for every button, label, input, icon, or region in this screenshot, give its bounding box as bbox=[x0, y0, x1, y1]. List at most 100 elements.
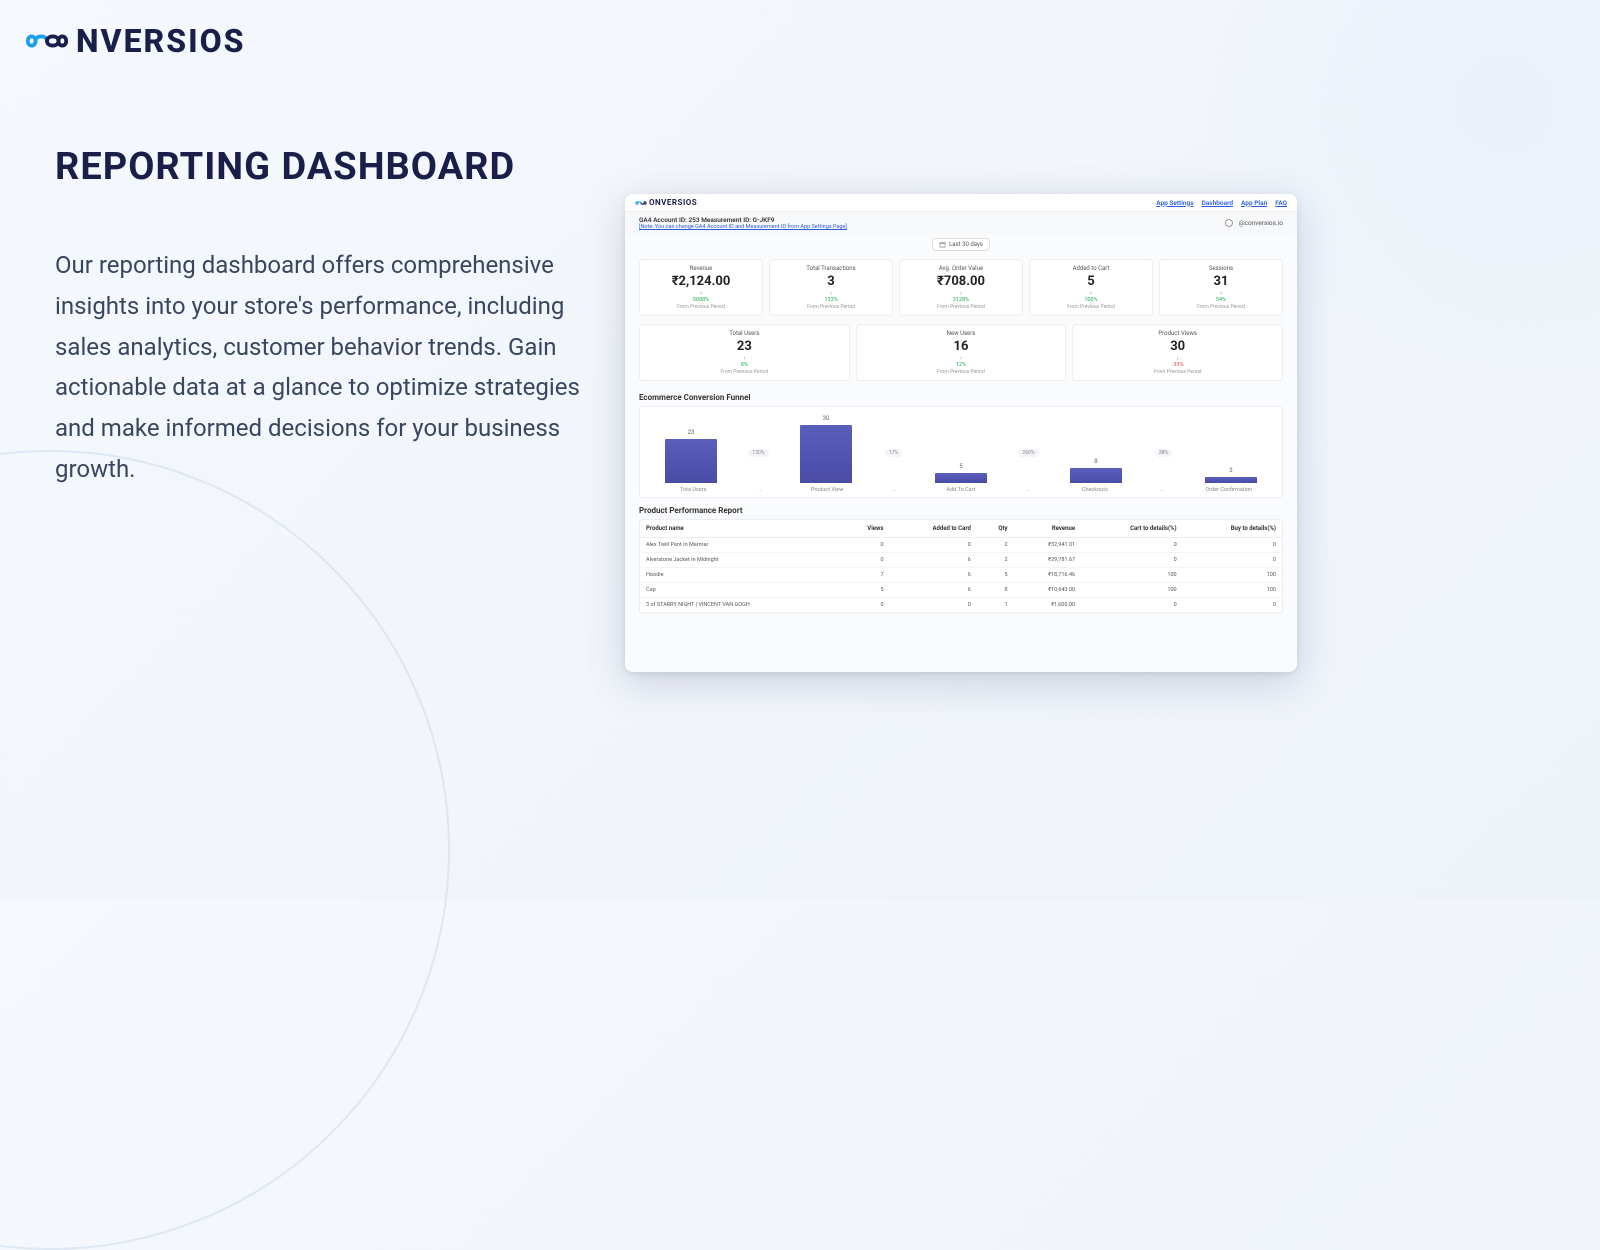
table-row: Alverstone Jacket In Midnight062₹29,781.… bbox=[640, 553, 1282, 568]
nav-dashboard[interactable]: Dashboard bbox=[1202, 199, 1233, 207]
table-row: Hoodie765₹18,716.46100100 bbox=[640, 568, 1282, 583]
table-row: Alex Twill Pant In Marmar002₹32,941.0100 bbox=[640, 538, 1282, 553]
kpi-value: 3 bbox=[774, 274, 888, 289]
dashboard-subheader: GA4 Account ID: 253 Measurement ID: G-JK… bbox=[625, 212, 1297, 234]
kpi-pct: 54% bbox=[1216, 297, 1226, 303]
date-range-row: Last 30 days bbox=[625, 234, 1297, 255]
table-cell: 0 bbox=[1081, 553, 1183, 568]
kpi-change: ↑ 8% bbox=[644, 356, 845, 368]
funnel-step-label: 130% bbox=[748, 449, 768, 457]
table-cell: 2 bbox=[977, 538, 1014, 553]
table-cell: 100 bbox=[1183, 568, 1282, 583]
table-cell: 100 bbox=[1183, 583, 1282, 598]
funnel-chart: 23 130% 30 17% 5 260% 8 38% 3 Tota Users… bbox=[639, 406, 1283, 498]
brand-logo: NVERSIOS bbox=[24, 22, 246, 60]
kpi-pct: 5088% bbox=[693, 297, 709, 303]
kpi-label: Sessions bbox=[1164, 265, 1278, 272]
table-cell: 3 of STARRY NIGHT | VINCENT VAN GOGH bbox=[640, 598, 841, 613]
funnel-bar-value: 5 bbox=[959, 463, 962, 470]
product-table-title: Product Performance Report bbox=[625, 498, 1297, 519]
table-cell: 6 bbox=[890, 568, 977, 583]
funnel-bar-value: 8 bbox=[1094, 458, 1097, 465]
table-cell: 0 bbox=[841, 598, 890, 613]
product-performance-table: Product nameViewsAdded to CardQtyRevenue… bbox=[639, 519, 1283, 614]
table-header: Added to Card bbox=[890, 520, 977, 538]
globe-icon[interactable] bbox=[1225, 219, 1233, 227]
kpi-pct: 12% bbox=[956, 362, 966, 368]
kpi-value: 23 bbox=[644, 339, 845, 354]
kpi-change: ↑ 54% bbox=[1164, 291, 1278, 303]
funnel-bar-value: 23 bbox=[688, 429, 695, 436]
user-handle: @conversios.io bbox=[1239, 219, 1283, 227]
bg-decoration-bottom-left bbox=[0, 450, 450, 1250]
kpi-card: Total Users 23 ↑ 8% From Previous Period bbox=[639, 324, 850, 381]
kpi-sub: From Previous Period bbox=[774, 304, 888, 310]
kpi-card: Avg. Order Value ₹708.00 ↑ 2128% From Pr… bbox=[899, 259, 1023, 316]
table-cell: Alverstone Jacket In Midnight bbox=[640, 553, 841, 568]
kpi-sub: From Previous Period bbox=[861, 369, 1062, 375]
funnel-step-spacer: → bbox=[1138, 487, 1186, 493]
dashboard-header: ONVERSIOS App Settings Dashboard App Pla… bbox=[625, 194, 1297, 212]
funnel-step-spacer: → bbox=[870, 487, 918, 493]
kpi-pct: 8% bbox=[741, 362, 748, 368]
nav-app-settings[interactable]: App Settings bbox=[1156, 199, 1193, 207]
kpi-value: 16 bbox=[861, 339, 1062, 354]
nav-faq[interactable]: FAQ bbox=[1275, 199, 1287, 207]
table-cell: 0 bbox=[1183, 598, 1282, 613]
table-header: Product name bbox=[640, 520, 841, 538]
table-row: 3 of STARRY NIGHT | VINCENT VAN GOGH001₹… bbox=[640, 598, 1282, 613]
kpi-pct: 133% bbox=[824, 297, 837, 303]
funnel-bar-unit: 3 bbox=[1190, 477, 1272, 483]
table-cell: 8 bbox=[977, 583, 1014, 598]
kpi-value: 30 bbox=[1077, 339, 1278, 354]
funnel-step-label: 38% bbox=[1155, 449, 1172, 457]
funnel-bar-unit: 30 bbox=[785, 425, 867, 483]
kpi-sub: From Previous Period bbox=[904, 304, 1018, 310]
kpi-card: Sessions 31 ↑ 54% From Previous Period bbox=[1159, 259, 1283, 316]
table-cell: 5 bbox=[977, 568, 1014, 583]
dashboard-logo: ONVERSIOS bbox=[635, 198, 697, 207]
table-cell: 0 bbox=[890, 538, 977, 553]
table-cell: ₹29,781.67 bbox=[1014, 553, 1082, 568]
funnel-bar-label: Order Confirmation bbox=[1186, 487, 1272, 493]
table-header: Views bbox=[841, 520, 890, 538]
table-cell: 6 bbox=[890, 553, 977, 568]
kpi-card: Added to Cart 5 ↑ 100% From Previous Per… bbox=[1029, 259, 1153, 316]
kpi-change: ↑ 2128% bbox=[904, 291, 1018, 303]
funnel-bar-unit: 5 bbox=[920, 473, 1002, 483]
funnel-bar: 3 bbox=[1205, 477, 1257, 483]
table-cell: ₹10,643.00 bbox=[1014, 583, 1082, 598]
table-cell: ₹1,600.00 bbox=[1014, 598, 1082, 613]
funnel-bar-value: 3 bbox=[1229, 467, 1232, 474]
kpi-value: 5 bbox=[1034, 274, 1148, 289]
kpi-change: ↑ 133% bbox=[774, 291, 888, 303]
table-cell: ₹32,941.01 bbox=[1014, 538, 1082, 553]
kpi-value: ₹2,124.00 bbox=[644, 274, 758, 289]
funnel-bar-label: Checkouts bbox=[1052, 487, 1138, 493]
nav-app-plan[interactable]: App Plan bbox=[1241, 199, 1267, 207]
kpi-label: Total Users bbox=[644, 330, 845, 337]
table-cell: 100 bbox=[1081, 583, 1183, 598]
table-cell: 0 bbox=[841, 538, 890, 553]
table-cell: 0 bbox=[1081, 598, 1183, 613]
table-cell: 1 bbox=[977, 598, 1014, 613]
kpi-value: ₹708.00 bbox=[904, 274, 1018, 289]
kpi-sub: From Previous Period bbox=[1077, 369, 1278, 375]
table-cell: 0 bbox=[1081, 538, 1183, 553]
brand-text: NVERSIOS bbox=[76, 22, 246, 60]
funnel-step: 38% bbox=[1141, 475, 1186, 483]
funnel-title: Ecommerce Conversion Funnel bbox=[625, 385, 1297, 406]
funnel-bar-label: Product View bbox=[784, 487, 870, 493]
table-cell: 0 bbox=[1183, 553, 1282, 568]
kpi-card: Total Transactions 3 ↑ 133% From Previou… bbox=[769, 259, 893, 316]
table-cell: 0 bbox=[841, 553, 890, 568]
date-range-picker[interactable]: Last 30 days bbox=[932, 238, 990, 251]
kpi-pct: 2128% bbox=[953, 297, 969, 303]
kpi-value: 31 bbox=[1164, 274, 1278, 289]
kpi-change: ↑ 100% bbox=[1034, 291, 1148, 303]
kpi-label: Product Views bbox=[1077, 330, 1278, 337]
kpi-change: ↑ 12% bbox=[861, 356, 1062, 368]
funnel-step: 260% bbox=[1006, 475, 1051, 483]
settings-note[interactable]: [Note: You can change GA4 Account ID and… bbox=[639, 224, 847, 230]
funnel-step-spacer: → bbox=[736, 487, 784, 493]
